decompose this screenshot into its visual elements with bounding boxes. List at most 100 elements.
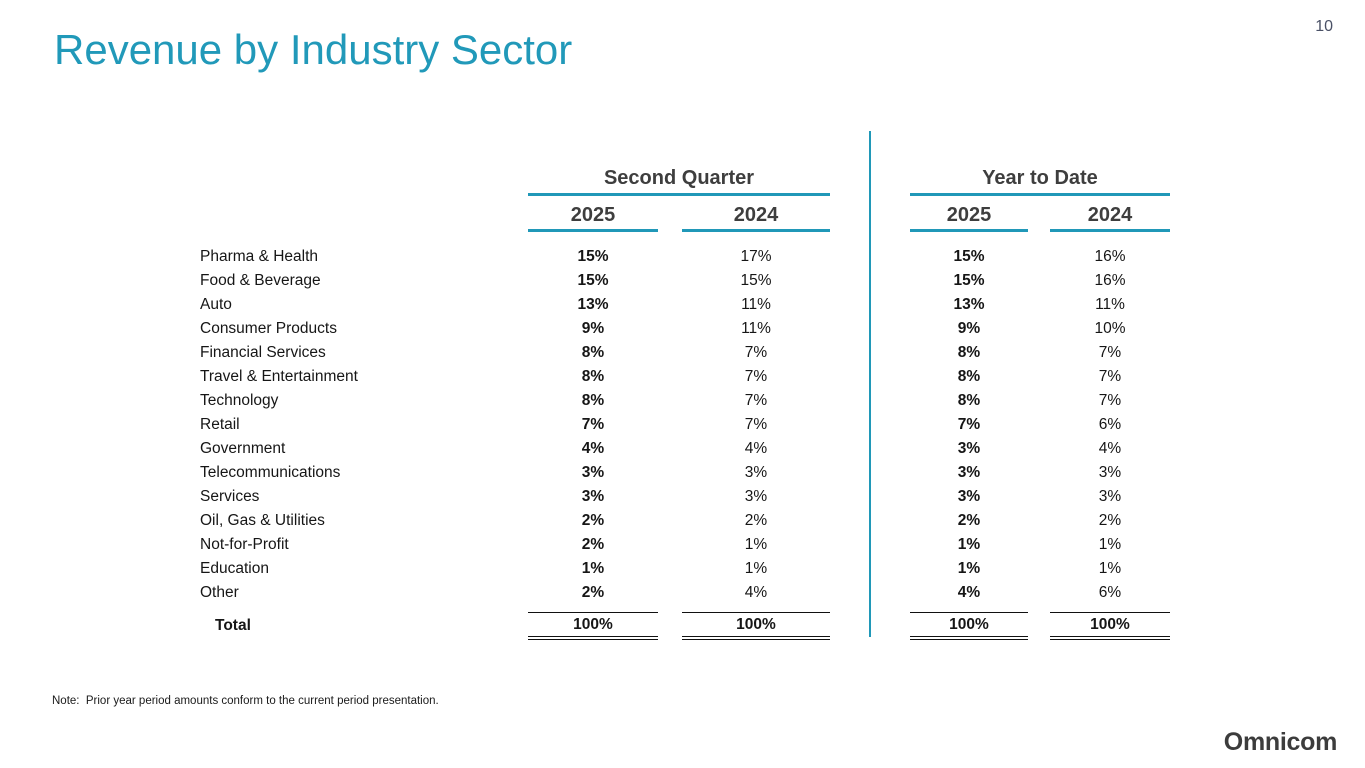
sq-2024-value: 1% [744,560,768,577]
sq-2024-value: 4% [744,584,768,601]
sector-label: Not-for-Profit [200,536,289,553]
sq-2025-value: 15% [577,272,609,289]
ytd-2024-value: 2% [1098,512,1122,529]
table-row: Services 3% 3% 3% 3% [200,485,1170,509]
sq-2025-value: 4% [581,440,605,457]
table-row: Oil, Gas & Utilities 2% 2% 2% 2% [200,509,1170,533]
sq-2024-value: 7% [744,368,768,385]
sector-label: Telecommunications [200,464,341,481]
sq-2025-value: 8% [581,368,605,385]
sq-2025-value: 8% [581,392,605,409]
ytd-2025-value: 1% [957,560,981,577]
ytd-2025-value: 4% [957,584,981,601]
total-sq-2024-value: 100% [682,612,830,640]
table-group-header-row: Second Quarter Year to Date [200,167,1170,196]
sq-2025-value: 13% [577,296,609,313]
ytd-2025-value: 15% [953,272,985,289]
ytd-2024-value: 4% [1098,440,1122,457]
slide-title: Revenue by Industry Sector [54,26,573,73]
sq-2025-value: 3% [581,464,605,481]
group-header-second-quarter: Second Quarter [528,167,830,196]
table-row: Pharma & Health 15% 17% 15% 16% [200,245,1170,269]
sector-label: Retail [200,416,240,433]
ytd-2024-value: 3% [1098,464,1122,481]
ytd-2024-value: 16% [1094,272,1126,289]
sq-2024-value: 1% [744,536,768,553]
ytd-2025-value: 7% [957,416,981,433]
total-ytd-2025-value: 100% [910,612,1028,640]
ytd-2025-value: 9% [957,320,981,337]
sector-label: Technology [200,392,279,409]
table-row: Education 1% 1% 1% 1% [200,557,1170,581]
ytd-2025-value: 2% [957,512,981,529]
table-body: Pharma & Health 15% 17% 15% 16% Food & B… [200,245,1170,605]
ytd-2025-value: 8% [957,344,981,361]
sector-label: Services [200,488,260,505]
sq-2024-value: 4% [744,440,768,457]
ytd-2024-value: 6% [1098,416,1122,433]
table-row: Travel & Entertainment 8% 7% 8% 7% [200,365,1170,389]
sector-label: Consumer Products [200,320,337,337]
sq-2025-value: 2% [581,584,605,601]
ytd-2025-value: 1% [957,536,981,553]
total-label: Total [215,617,251,634]
ytd-2024-value: 3% [1098,488,1122,505]
sq-2025-value: 8% [581,344,605,361]
table-row: Government 4% 4% 3% 4% [200,437,1170,461]
ytd-2024-value: 1% [1098,536,1122,553]
sector-label: Financial Services [200,344,326,361]
sq-2025-value: 1% [581,560,605,577]
sector-label: Food & Beverage [200,272,321,289]
sector-label: Other [200,584,239,601]
sq-2024-value: 7% [744,416,768,433]
table-total-row: Total 100% 100% 100% 100% [200,612,1170,640]
sector-label: Education [200,560,269,577]
total-ytd-2024-value: 100% [1050,612,1170,640]
ytd-2024-value: 7% [1098,368,1122,385]
sq-2025-value: 15% [577,248,609,265]
table-row: Auto 13% 11% 13% 11% [200,293,1170,317]
sq-2025-value: 3% [581,488,605,505]
omnicom-logo: Omnicom [1223,728,1338,756]
table-row: Financial Services 8% 7% 8% 7% [200,341,1170,365]
sector-label: Pharma & Health [200,248,319,265]
ytd-2025-value: 8% [957,368,981,385]
sq-2024-value: 3% [744,488,768,505]
page-number: 10 [1315,18,1333,35]
table-row: Food & Beverage 15% 15% 15% 16% [200,269,1170,293]
sq-2025-value: 9% [581,320,605,337]
ytd-2025-value: 3% [957,464,981,481]
ytd-2024-value: 7% [1098,344,1122,361]
sector-label: Government [200,440,286,457]
ytd-2024-value: 11% [1095,296,1125,313]
sector-label: Auto [200,296,232,313]
table-group-divider [869,131,871,637]
ytd-2024-value: 10% [1094,320,1126,337]
table-row: Technology 8% 7% 8% 7% [200,389,1170,413]
ytd-2024-value: 6% [1098,584,1122,601]
sector-label: Oil, Gas & Utilities [200,512,325,529]
sq-2024-value: 11% [741,320,771,337]
ytd-2025-value: 3% [957,440,981,457]
sector-label: Travel & Entertainment [200,368,358,385]
sq-2025-value: 2% [581,512,605,529]
ytd-2025-value: 15% [953,248,985,265]
table-row: Telecommunications 3% 3% 3% 3% [200,461,1170,485]
total-sq-2025-value: 100% [528,612,658,640]
sq-2025-value: 2% [581,536,605,553]
sq-2024-value: 11% [741,296,771,313]
table-row: Not-for-Profit 2% 1% 1% 1% [200,533,1170,557]
revenue-table: Second Quarter Year to Date 2025 2024 20… [200,167,1170,640]
sq-2024-value: 15% [740,272,772,289]
sq-2024-value: 7% [744,344,768,361]
sq-2024-value: 7% [744,392,768,409]
ytd-2024-value: 16% [1094,248,1126,265]
ytd-2025-value: 3% [957,488,981,505]
sq-2024-value: 2% [744,512,768,529]
footnote: Note: Prior year period amounts conform … [52,695,439,707]
year-header-ytd-2024: 2024 [1050,204,1170,232]
table-row: Retail 7% 7% 7% 6% [200,413,1170,437]
ytd-2025-value: 8% [957,392,981,409]
sq-2025-value: 7% [581,416,605,433]
